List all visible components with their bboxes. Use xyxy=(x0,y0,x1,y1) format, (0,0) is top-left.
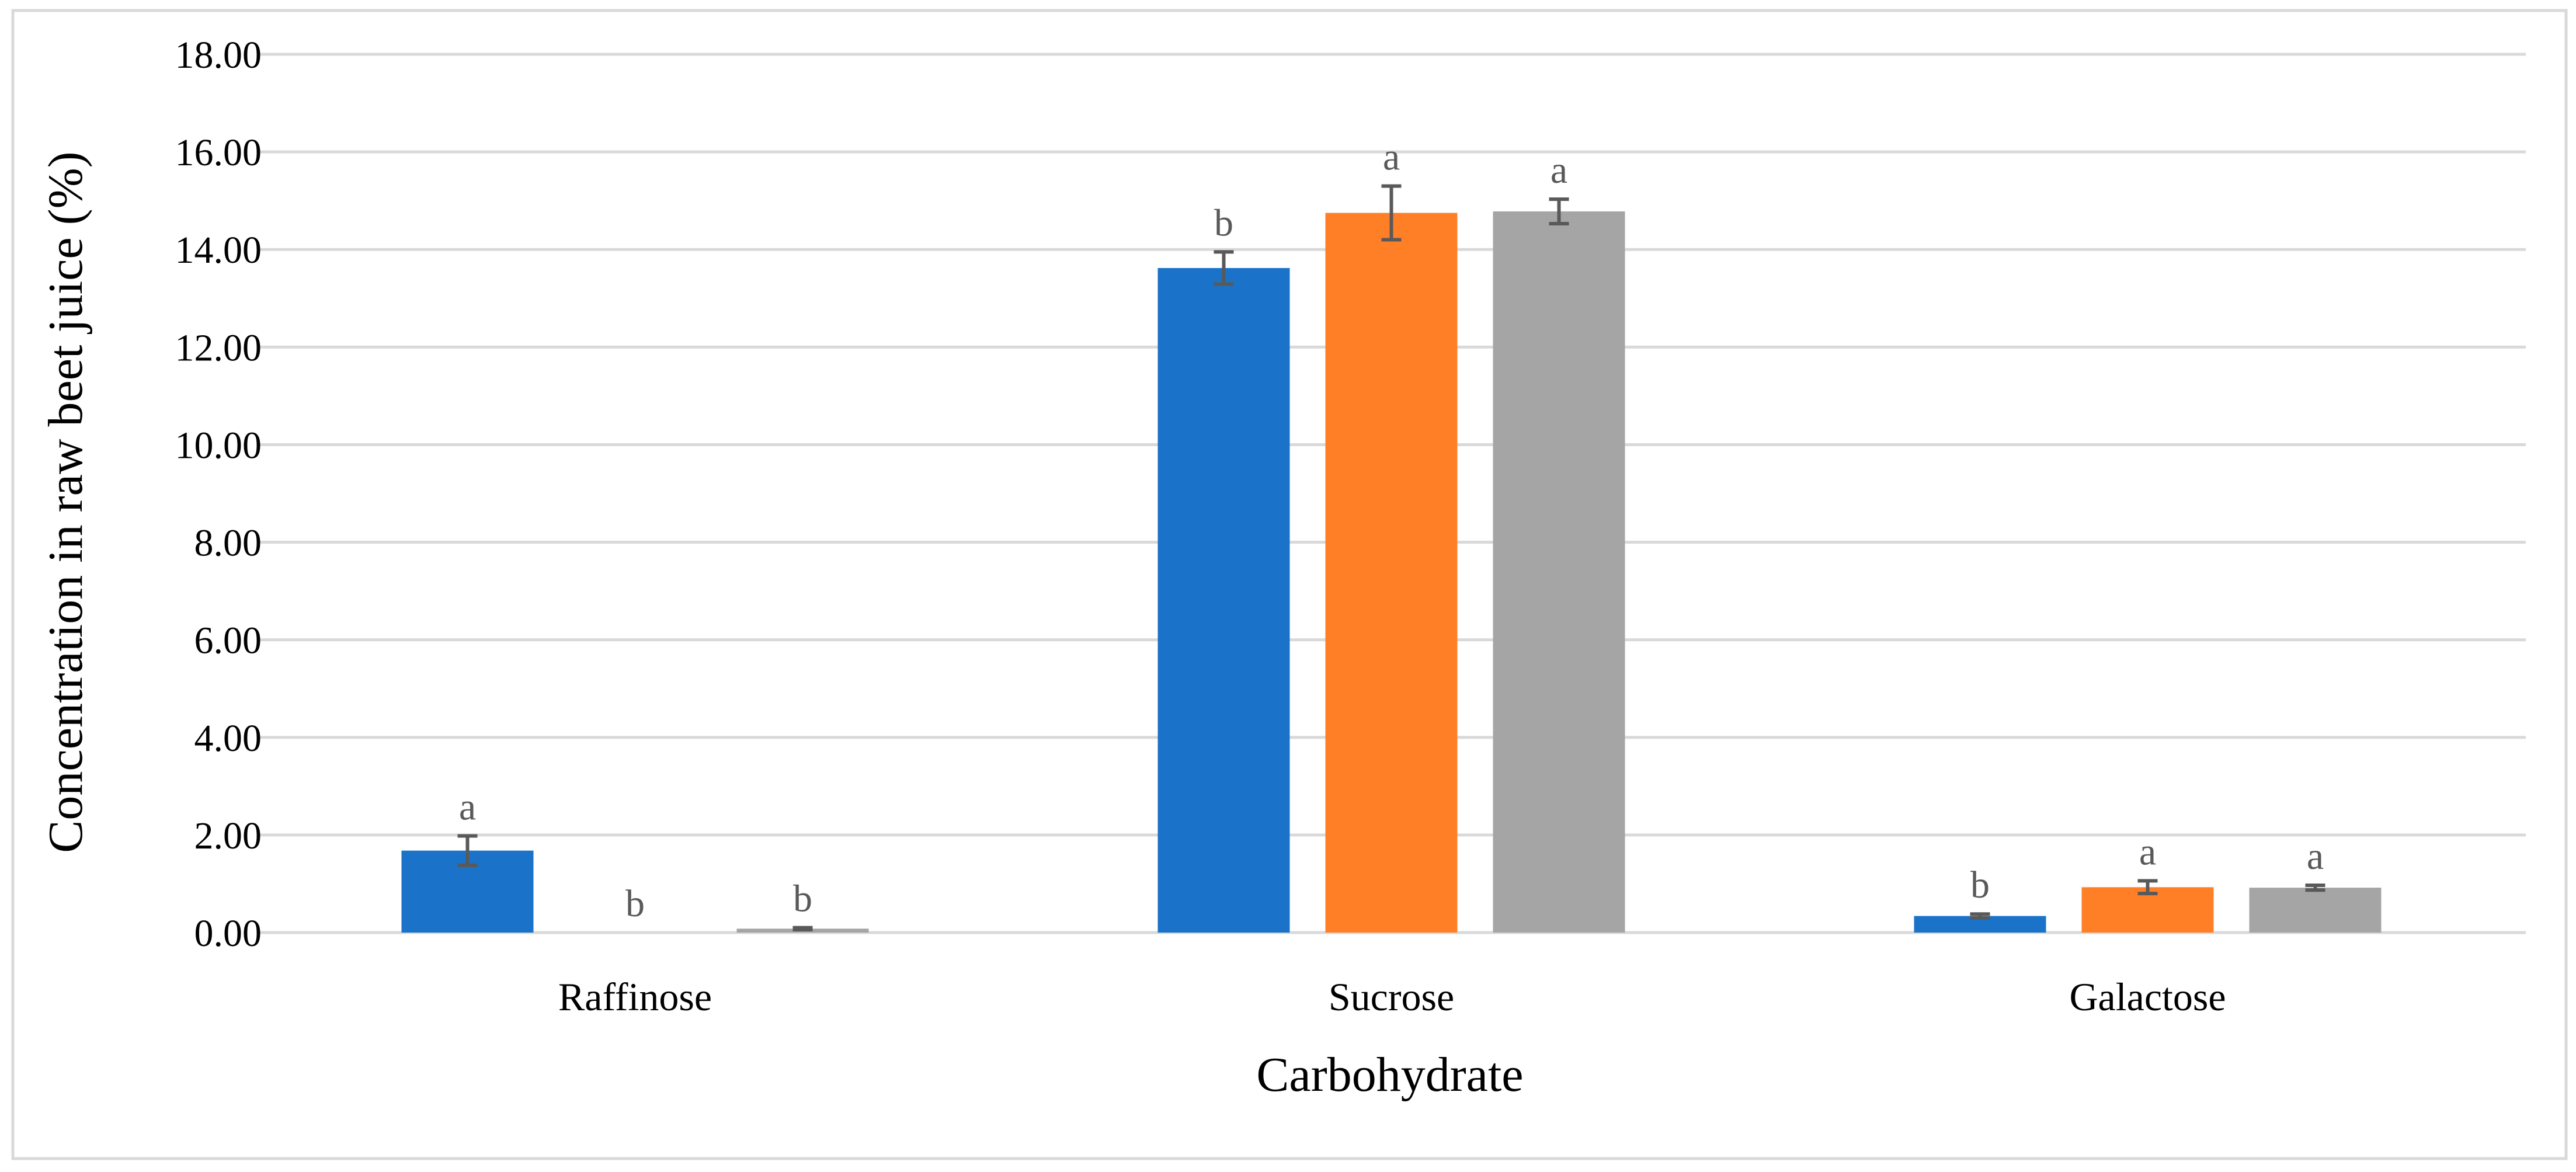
significance-letter: b xyxy=(1214,201,1233,244)
x-category-label: Sucrose xyxy=(1329,975,1454,1019)
error-bar xyxy=(1970,912,1990,920)
significance-letter: b xyxy=(625,882,645,925)
y-tick-label: 10.00 xyxy=(175,424,262,467)
error-bar xyxy=(792,926,813,931)
error-bar xyxy=(1381,184,1402,242)
y-tick-label: 12.00 xyxy=(175,326,262,369)
significance-letter: b xyxy=(1970,864,1990,906)
error-bar xyxy=(1214,250,1234,286)
x-category-label: Raffinose xyxy=(558,975,712,1019)
y-tick-label: 6.00 xyxy=(194,620,262,662)
significance-letter: a xyxy=(2307,835,2324,878)
error-bar xyxy=(1549,197,1569,225)
bar xyxy=(2249,888,2382,933)
bar xyxy=(1493,211,1625,933)
x-category-label: Galactose xyxy=(2069,975,2226,1019)
x-axis-title: Carbohydrate xyxy=(1256,1048,1523,1102)
y-axis-ticks: 0.00 2.00 4.00 6.00 8.00 10.00 12.00 14.00 16.00… xyxy=(175,34,262,955)
significance-letter: a xyxy=(2139,830,2156,873)
bar xyxy=(1325,213,1458,933)
significance-letter: a xyxy=(1383,136,1400,179)
significance-letters: a b b b a a b a a xyxy=(459,136,2324,925)
y-tick-label: 18.00 xyxy=(175,34,262,76)
error-bar xyxy=(2305,883,2325,892)
error-bar xyxy=(2137,879,2158,896)
y-tick-label: 0.00 xyxy=(194,912,262,955)
y-tick-label: 8.00 xyxy=(194,522,262,565)
significance-letter: a xyxy=(459,786,476,829)
y-tick-label: 14.00 xyxy=(175,229,262,272)
y-tick-label: 2.00 xyxy=(194,815,262,857)
y-axis-title: Concentration in raw beet juice (%) xyxy=(39,151,93,853)
error-bars xyxy=(457,184,2325,931)
error-bar xyxy=(457,834,478,867)
significance-letter: a xyxy=(1551,149,1567,192)
x-axis-categories: Raffinose Sucrose Galactose xyxy=(558,975,2226,1019)
y-tick-label: 16.00 xyxy=(175,131,262,174)
y-tick-label: 4.00 xyxy=(194,717,262,760)
significance-letter: b xyxy=(793,878,812,920)
bars xyxy=(401,211,2382,933)
bar xyxy=(1157,267,1290,933)
